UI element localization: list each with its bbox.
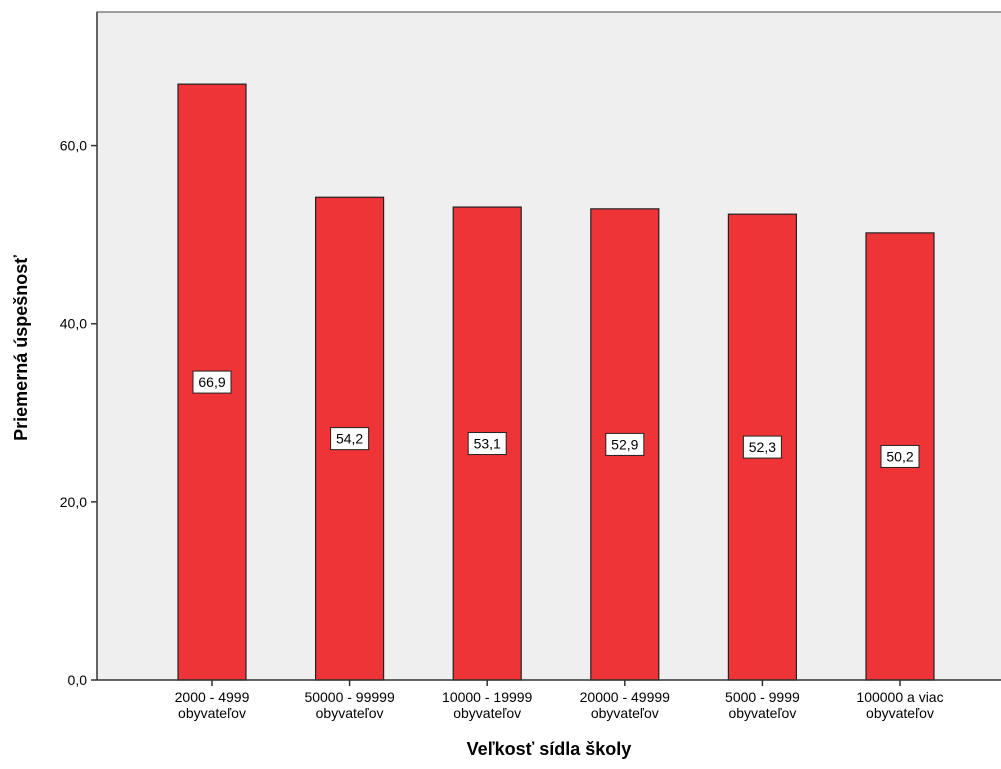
y-tick-label: 0,0 [68,672,88,688]
x-axis-title: Veľkosť sídla školy [467,739,632,759]
data-label-box [880,444,920,468]
data-label: 52,3 [749,439,776,455]
y-tick-label: 60,0 [60,138,87,154]
x-tick-label: 5000 - 9999 [725,689,800,705]
data-label-box [605,432,645,456]
bar [177,83,247,681]
data-label: 52,9 [611,436,638,452]
data-label-box [192,370,232,394]
y-axis: 0,0 20,0 40,0 60,0 [60,12,98,688]
y-axis-title: Priemerná úspešnosť [11,255,31,441]
x-tick-label: obyvateľov [453,705,521,721]
data-label-box [742,435,782,459]
bars: 66,9 54,2 53,1 52,9 52,3 50,2 [177,83,935,681]
x-tick-label: obyvateľov [316,705,384,721]
data-label: 66,9 [198,374,225,390]
x-tick-label: 50000 - 99999 [304,689,395,705]
x-tick-label: obyvateľov [178,705,246,721]
x-tick-label: 100000 a viac [856,689,943,705]
data-label-box [467,432,507,456]
x-tick-label: obyvateľov [591,705,659,721]
plot-background [96,11,1001,681]
data-label: 53,1 [474,436,501,452]
x-tick-label: 2000 - 4999 [175,689,250,705]
data-label: 50,2 [886,448,913,464]
x-tick-label: obyvateľov [866,705,934,721]
y-tick-label: 20,0 [60,494,87,510]
data-label: 54,2 [336,431,363,447]
x-tick-label: 20000 - 49999 [580,689,671,705]
x-tick-label: 10000 - 19999 [442,689,533,705]
data-label-box [330,427,370,451]
x-tick-label: obyvateľov [728,705,796,721]
y-tick-label: 40,0 [60,316,87,332]
